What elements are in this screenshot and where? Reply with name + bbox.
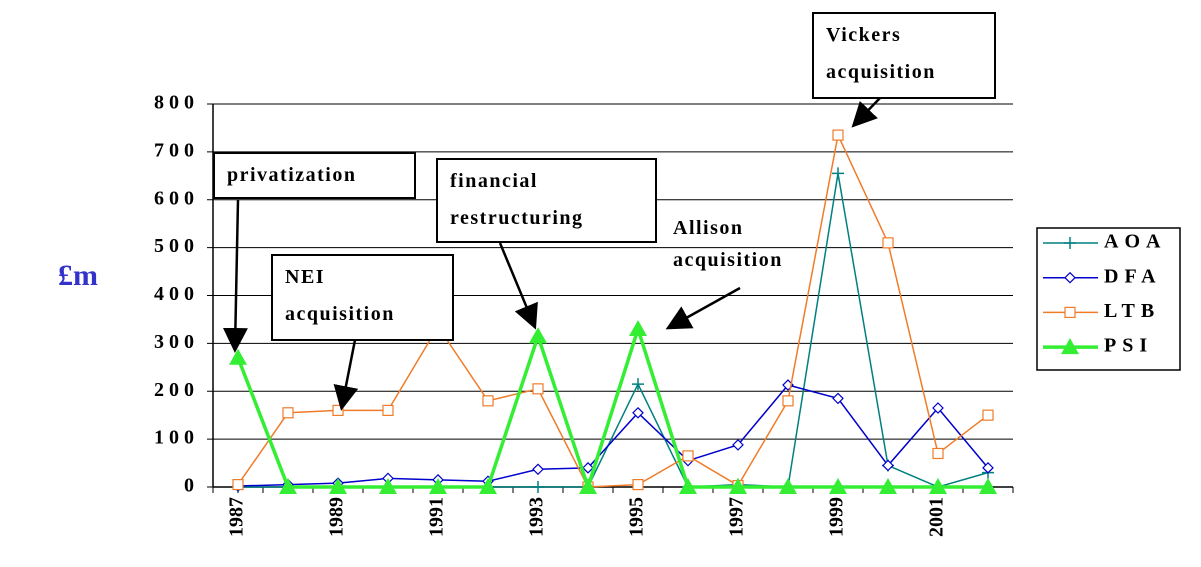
legend-label: AOA	[1104, 231, 1166, 253]
marker	[982, 462, 994, 474]
marker	[779, 478, 797, 494]
arrows	[222, 97, 881, 411]
marker	[979, 478, 997, 494]
marker	[532, 463, 544, 476]
y-tick-label: 0	[184, 475, 199, 497]
marker	[982, 409, 994, 421]
annotation: Allison acquisition	[673, 217, 783, 271]
marker	[1064, 271, 1076, 284]
marker	[232, 479, 244, 491]
marker	[329, 478, 347, 494]
marker	[782, 395, 794, 407]
legend-label: PSI	[1104, 335, 1153, 357]
x-tick-label: 1987	[226, 497, 248, 537]
marker	[882, 459, 894, 472]
marker	[332, 404, 344, 416]
marker	[632, 479, 644, 491]
marker	[382, 404, 394, 416]
y-tick-label: 400	[154, 283, 199, 305]
marker	[229, 348, 247, 365]
marker	[882, 237, 894, 249]
arrow	[665, 286, 741, 330]
arrow	[498, 242, 538, 330]
annotation: Vickers acquisition	[812, 12, 996, 99]
marker	[482, 395, 494, 407]
marker	[532, 481, 544, 493]
marker	[429, 478, 447, 494]
arrow	[851, 97, 881, 128]
line	[237, 132, 989, 488]
marker	[632, 406, 644, 419]
x-tick-label: 1995	[626, 497, 648, 537]
marker	[582, 462, 594, 474]
x-tick-label: 1997	[726, 497, 748, 537]
marker	[579, 478, 597, 494]
x-tick-label: 1989	[326, 497, 348, 537]
marker	[832, 129, 844, 141]
marker	[279, 478, 297, 494]
series	[229, 320, 997, 494]
x-tick-label: 1993	[526, 497, 548, 537]
marker	[629, 320, 647, 337]
line	[236, 323, 988, 493]
y-tick-label: 700	[154, 139, 199, 161]
x-tick-label: 1999	[826, 497, 848, 537]
marker	[932, 447, 944, 460]
marker	[479, 478, 497, 494]
marker	[679, 478, 697, 494]
marker	[879, 478, 897, 494]
y-tick-label: 100	[154, 427, 199, 449]
marker	[1064, 237, 1076, 249]
marker	[829, 478, 847, 494]
line	[237, 384, 989, 487]
marker	[282, 407, 294, 419]
x-tick-label: 1991	[426, 497, 448, 537]
x-tick-label: 2001	[926, 497, 948, 537]
legend-label: LTB	[1104, 300, 1160, 322]
y-tick-label: 600	[154, 187, 199, 209]
marker	[732, 439, 744, 451]
marker	[632, 378, 644, 391]
marker	[832, 392, 844, 405]
y-tick-label: 800	[154, 92, 199, 114]
y-tick-label: 200	[154, 379, 199, 401]
marker	[682, 450, 694, 462]
marker	[1061, 338, 1079, 355]
annotation: financial restructuring	[436, 158, 657, 243]
arrow	[333, 339, 359, 411]
y-tick-label: 300	[154, 331, 199, 353]
marker	[729, 478, 747, 494]
marker	[532, 383, 544, 395]
marker	[832, 167, 844, 180]
legend-label: DFA	[1104, 265, 1162, 287]
annotation: NEI acquisition	[271, 254, 454, 341]
y-axis-label: £m	[58, 259, 98, 292]
marker	[932, 402, 944, 414]
marker	[529, 327, 547, 344]
y-tick-label: 500	[154, 235, 199, 257]
marker	[929, 478, 947, 494]
marker	[379, 478, 397, 494]
annotation: privatization	[213, 152, 416, 199]
arrow	[222, 199, 248, 353]
marker	[1064, 306, 1076, 318]
